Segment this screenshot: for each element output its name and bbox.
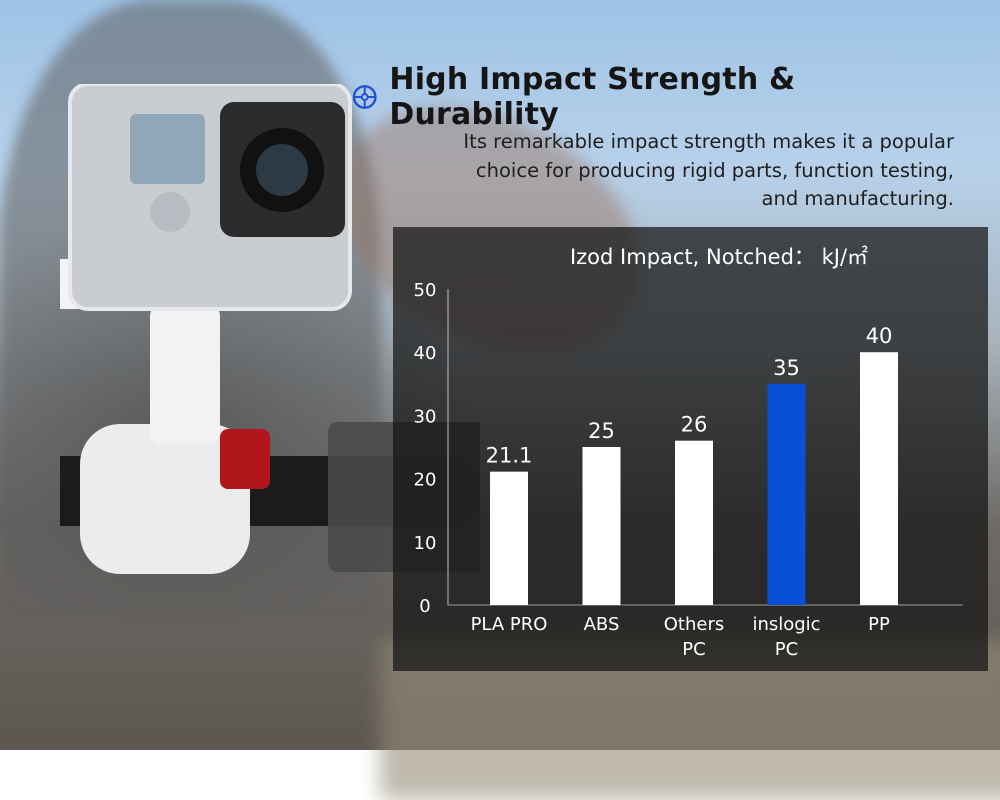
bar-value-label: 40: [866, 324, 893, 348]
bar: [582, 447, 621, 605]
y-tick-label: 40: [414, 343, 437, 364]
description-line: and manufacturing.: [761, 187, 954, 210]
x-tick-label: PC: [682, 639, 705, 660]
headline-title: High Impact Strength & Durability: [389, 62, 796, 132]
description-line: choice for producing rigid parts, functi…: [475, 158, 954, 182]
camera-button: [150, 192, 190, 232]
x-tick-label: PC: [775, 639, 798, 660]
white-mount: [80, 424, 250, 574]
headline: High Impact Strength & Durability: [352, 62, 962, 132]
bar: [860, 352, 898, 605]
y-tick-label: 30: [414, 406, 437, 427]
description-line: Its remarkable impact strength makes it …: [463, 130, 954, 153]
y-tick-label: 10: [414, 533, 437, 554]
bar-value-label: 21.1: [486, 444, 533, 468]
y-tick-label: 50: [414, 280, 437, 301]
x-tick-label: Others: [664, 614, 725, 635]
red-bolt: [220, 429, 270, 489]
camera-screen: [130, 114, 205, 184]
bar-value-label: 26: [681, 413, 708, 437]
bar-value-label: 35: [773, 356, 800, 380]
chart-title: Izod Impact, Notched： kJ/㎡: [570, 245, 868, 269]
izod-impact-bar-chart: Izod Impact, Notched： kJ/㎡ 0 10 20 30 40 50 2…: [414, 245, 963, 660]
y-tick-label: 0: [419, 596, 430, 617]
x-tick-label: PLA PRO: [471, 614, 548, 635]
bar: [675, 440, 713, 605]
x-tick-label: inslogic: [752, 614, 820, 635]
bar: [490, 471, 528, 605]
x-tick-label: PP: [868, 614, 890, 635]
x-tick-label: ABS: [584, 614, 620, 635]
mount-arm: [150, 304, 220, 444]
action-camera-illustration: [60, 84, 480, 574]
y-tick-label: 20: [414, 470, 437, 491]
chart-panel: Izod Impact, Notched： kJ/㎡ 0 10 20 30 40 50 2…: [393, 227, 988, 671]
bike-wheel-icon: [352, 85, 377, 109]
description: Its remarkable impact strength makes it …: [434, 128, 954, 214]
bar-value-label: 25: [588, 419, 615, 443]
bar: [767, 383, 806, 605]
lens-glass: [256, 144, 308, 196]
